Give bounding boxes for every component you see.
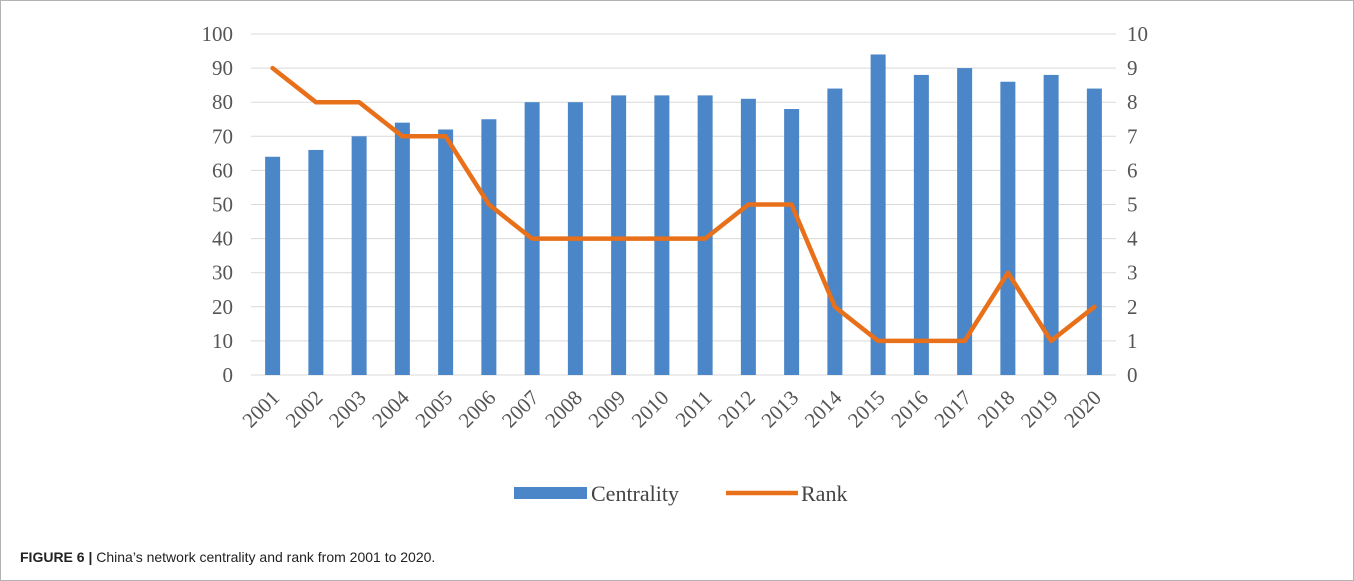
- bar-centrality: [481, 119, 497, 375]
- bar-centrality: [870, 54, 886, 376]
- y-left-tick-label: 100: [202, 22, 234, 46]
- y-right-tick-label: 8: [1127, 90, 1138, 114]
- y-right-tick-label: 3: [1127, 261, 1138, 285]
- y-left-tick-label: 40: [212, 227, 233, 251]
- x-tick-label: 2009: [583, 386, 630, 433]
- x-tick-label: 2010: [627, 386, 674, 433]
- y-left-tick-label: 0: [223, 363, 234, 387]
- y-right-tick-label: 0: [1127, 363, 1138, 387]
- x-tick-label: 2017: [929, 386, 976, 433]
- x-tick-label: 2008: [540, 386, 587, 433]
- bar-centrality: [351, 136, 367, 375]
- x-tick-label: 2014: [800, 385, 847, 432]
- bar-centrality: [654, 95, 670, 375]
- x-tick-label: 2020: [1059, 386, 1106, 433]
- y-left-tick-label: 50: [212, 193, 233, 217]
- x-tick-label: 2005: [410, 386, 457, 433]
- y-left-tick-label: 90: [212, 56, 233, 80]
- x-tick-label: 2002: [281, 386, 328, 433]
- y-right-tick-label: 9: [1127, 56, 1138, 80]
- caption-label: FIGURE 6 |: [20, 549, 93, 565]
- x-tick-label: 2012: [713, 386, 760, 433]
- y-left-tick-label: 10: [212, 329, 233, 353]
- bar-centrality: [697, 95, 713, 375]
- x-tick-label: 2006: [454, 386, 501, 433]
- y-right-tick-label: 1: [1127, 329, 1138, 353]
- y-right-tick-label: 2: [1127, 295, 1138, 319]
- y-left-tick-label: 70: [212, 124, 233, 148]
- y-right-tick-label: 6: [1127, 158, 1138, 182]
- bar-centrality: [1000, 81, 1016, 376]
- y-right-tick-label: 7: [1127, 124, 1138, 148]
- bar-centrality: [1086, 88, 1102, 375]
- legend-label-centrality: Centrality: [591, 481, 679, 506]
- bar-centrality: [438, 129, 454, 375]
- y-left-tick-label: 60: [212, 158, 233, 182]
- bar-centrality: [611, 95, 627, 375]
- bar-centrality: [913, 74, 929, 376]
- y-right-tick-label: 4: [1127, 227, 1138, 251]
- y-left-tick-label: 30: [212, 261, 233, 285]
- x-tick-label: 2015: [843, 386, 890, 433]
- legend-swatch-centrality: [514, 487, 587, 499]
- combo-chart: 0102030405060708090100012345678910200120…: [202, 22, 1149, 506]
- bar-centrality: [784, 109, 800, 376]
- bar-centrality: [308, 149, 324, 375]
- x-tick-label: 2011: [671, 386, 717, 432]
- x-tick-label: 2013: [756, 386, 803, 433]
- bar-centrality: [394, 122, 410, 375]
- y-right-tick-label: 10: [1127, 22, 1148, 46]
- x-tick-label: 2001: [237, 386, 284, 433]
- x-tick-label: 2004: [367, 385, 414, 432]
- bar-centrality: [957, 68, 973, 375]
- y-right-tick-label: 5: [1127, 193, 1138, 217]
- caption-text: China’s network centrality and rank from…: [92, 549, 436, 565]
- x-tick-label: 2007: [497, 386, 544, 433]
- x-tick-label: 2003: [324, 386, 371, 433]
- figure-caption: FIGURE 6 | China’s network centrality an…: [20, 549, 435, 565]
- x-tick-label: 2016: [886, 386, 933, 433]
- bar-centrality: [827, 88, 843, 375]
- bar-centrality: [265, 156, 281, 375]
- y-left-tick-label: 20: [212, 295, 233, 319]
- x-tick-label: 2019: [1016, 386, 1063, 433]
- y-left-tick-label: 80: [212, 90, 233, 114]
- bar-centrality: [740, 98, 756, 375]
- x-tick-label: 2018: [973, 386, 1020, 433]
- line-rank: [270, 65, 1097, 344]
- bar-centrality: [1043, 74, 1059, 376]
- legend-label-rank: Rank: [801, 481, 847, 506]
